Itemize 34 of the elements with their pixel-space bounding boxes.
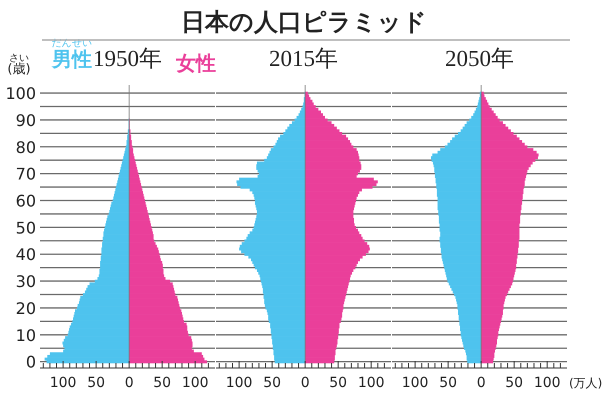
- x-tick-label: 100: [182, 375, 209, 391]
- x-tick-label: 0: [476, 375, 486, 391]
- x-tick-label: 100: [50, 375, 76, 391]
- y-tick-label: 20: [16, 298, 36, 318]
- y-axis-title: (歳): [7, 62, 31, 77]
- chart-subtitle: 1950年: [93, 46, 162, 71]
- y-tick-label: 40: [16, 245, 36, 264]
- y-tick-label: 60: [16, 192, 36, 210]
- x-tick-label: 100: [226, 375, 252, 391]
- y-tick-label: 30: [16, 272, 36, 292]
- chart-subtitle: 2050年: [445, 46, 514, 71]
- x-tick-label: 50: [263, 375, 282, 391]
- x-tick-label: 0: [300, 375, 310, 391]
- x-tick-label: 50: [153, 375, 172, 391]
- x-tick-label: 100: [534, 375, 561, 391]
- x-tick-label: 50: [439, 375, 458, 391]
- text: 女性: [175, 51, 216, 75]
- x-axis-title: (万人): [569, 376, 602, 390]
- y-tick-label: 10: [16, 326, 36, 345]
- x-tick-label: 100: [358, 375, 385, 391]
- y-tick-label: 80: [16, 138, 36, 157]
- x-tick-label: 50: [329, 375, 348, 391]
- chart-title: 日本の人口ピラミッド: [181, 8, 427, 36]
- x-tick-label: 50: [87, 375, 106, 391]
- y-tick-label: 100: [5, 84, 36, 104]
- chart-subtitle: 2015年: [269, 46, 338, 71]
- text: 男性: [51, 47, 92, 71]
- y-tick-label: 70: [16, 164, 36, 184]
- y-tick-label: 50: [16, 218, 36, 238]
- y-tick-label: 90: [16, 110, 36, 130]
- x-tick-label: 50: [505, 375, 524, 391]
- x-tick-label: 100: [402, 375, 428, 391]
- y-tick-label: 0: [26, 352, 36, 372]
- x-tick-label: 0: [124, 375, 134, 391]
